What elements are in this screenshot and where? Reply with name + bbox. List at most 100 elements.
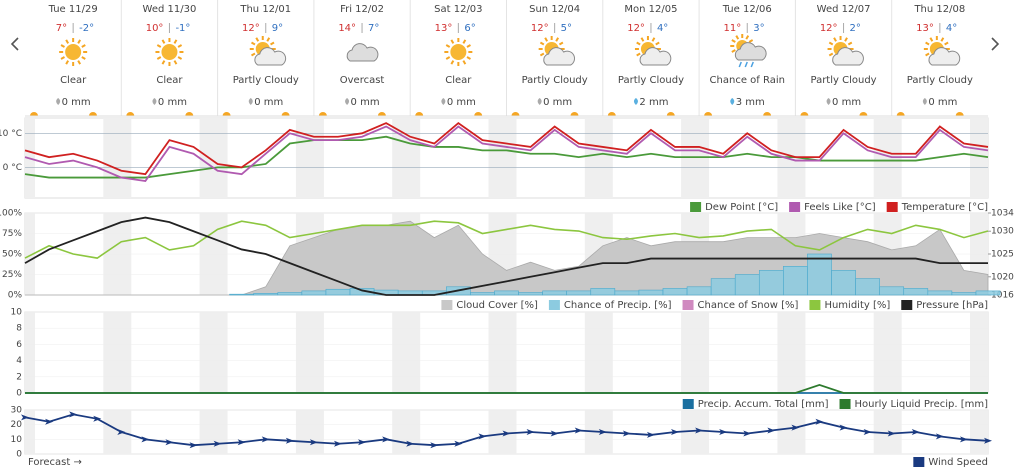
y-tick-label: 50% [2,250,22,260]
sun-ray [555,37,560,42]
sunrise-icon [511,112,520,116]
sun-ray [925,52,930,57]
y2-tick-label: 1016 [991,291,1014,301]
sun-ray [177,44,183,48]
wind-marker [261,436,270,443]
night-band [392,410,421,454]
night-band [103,410,132,454]
y-tick-label: 25% [2,270,22,280]
wind-marker [430,442,439,449]
day-precip: 0 mm [447,97,476,108]
day-condition: Partly Cloudy [907,75,973,86]
cloud [832,47,864,66]
sun-ray [640,37,645,42]
sun-ray [255,37,260,42]
wind-marker [815,418,824,425]
bar [807,253,832,296]
drop-icon [248,98,253,105]
sun-ray [161,39,166,44]
legend-swatch [690,202,702,212]
day-high: 12° [627,23,645,34]
wind-marker [839,424,848,431]
bar [662,288,688,296]
legend-swatch [682,399,694,409]
day-high: 14° [338,23,356,34]
line [24,135,989,179]
bar [253,293,279,296]
night-band [970,410,988,454]
wind-marker [117,429,126,435]
legend-swatch [441,300,453,310]
bar [903,288,929,296]
day-low: 3° [753,23,764,34]
legend-label: Cloud Cover [%] [456,300,538,311]
wind-marker [21,414,29,421]
y-tick-label: 4 [16,356,22,366]
wind-marker [358,439,367,446]
cloud [254,47,287,66]
day-low: -2° [79,23,94,34]
cloud [928,47,961,66]
sun-ray [833,37,837,42]
sunrise-icon [126,112,135,116]
day-date: Tue 12/06 [722,4,772,15]
night-band [488,410,517,454]
day-precip: 0 mm [254,97,283,108]
sun-ray [156,44,162,48]
night-band [103,312,132,393]
sun-ray [847,41,853,46]
legend-swatch [789,202,801,212]
day-condition: Chance of Rain [710,75,785,86]
legend-label: Chance of Precip. [%] [564,300,672,311]
sunrise-icon [607,112,616,116]
wind-marker [911,429,920,435]
day-date: Sun 12/04 [529,4,580,15]
sun-ray [844,37,848,42]
day-date: Wed 11/30 [143,4,197,15]
legend-swatch [839,399,851,409]
y-tick-label: 30 [11,406,23,416]
line [24,220,989,259]
day-condition: Partly Cloudy [522,75,588,86]
night-band [488,118,517,198]
bar [229,293,255,296]
sunset-icon [666,112,675,116]
sun-ray [266,37,271,42]
legend-label: Humidity [%] [824,300,890,311]
sunrise-icon [800,112,809,116]
bar [566,290,592,296]
wind-marker [189,442,198,449]
wind-marker [887,430,896,437]
wind-marker [333,440,342,447]
day-date: Mon 12/05 [624,4,677,15]
wind-marker [45,418,54,425]
bar [975,290,1001,296]
bar [951,292,977,296]
next-arrow[interactable] [991,37,1000,51]
wind-marker [550,430,559,437]
bar [494,290,519,296]
sun-ray [466,44,471,48]
line [25,383,988,394]
day-low: 5° [561,23,572,34]
cloud [734,42,767,61]
drop-icon [441,98,446,105]
legend-swatch [913,457,925,467]
day-high: 13° [435,23,453,34]
day-precip: 3 mm [736,97,765,108]
drop-icon [152,98,157,105]
sun-ray [77,60,82,65]
cloud [639,47,672,66]
sun [450,44,467,60]
legend-swatch [682,300,694,310]
sun-ray [270,41,275,46]
wind-marker [935,433,944,440]
wind-marker [454,440,463,447]
y-tick-label: 8 [16,324,22,334]
wind-marker [959,436,968,443]
bar [855,278,880,296]
sun-ray [450,60,455,65]
sun-ray [636,52,641,57]
prev-arrow[interactable] [10,37,19,51]
day-precip: 0 mm [62,97,91,108]
